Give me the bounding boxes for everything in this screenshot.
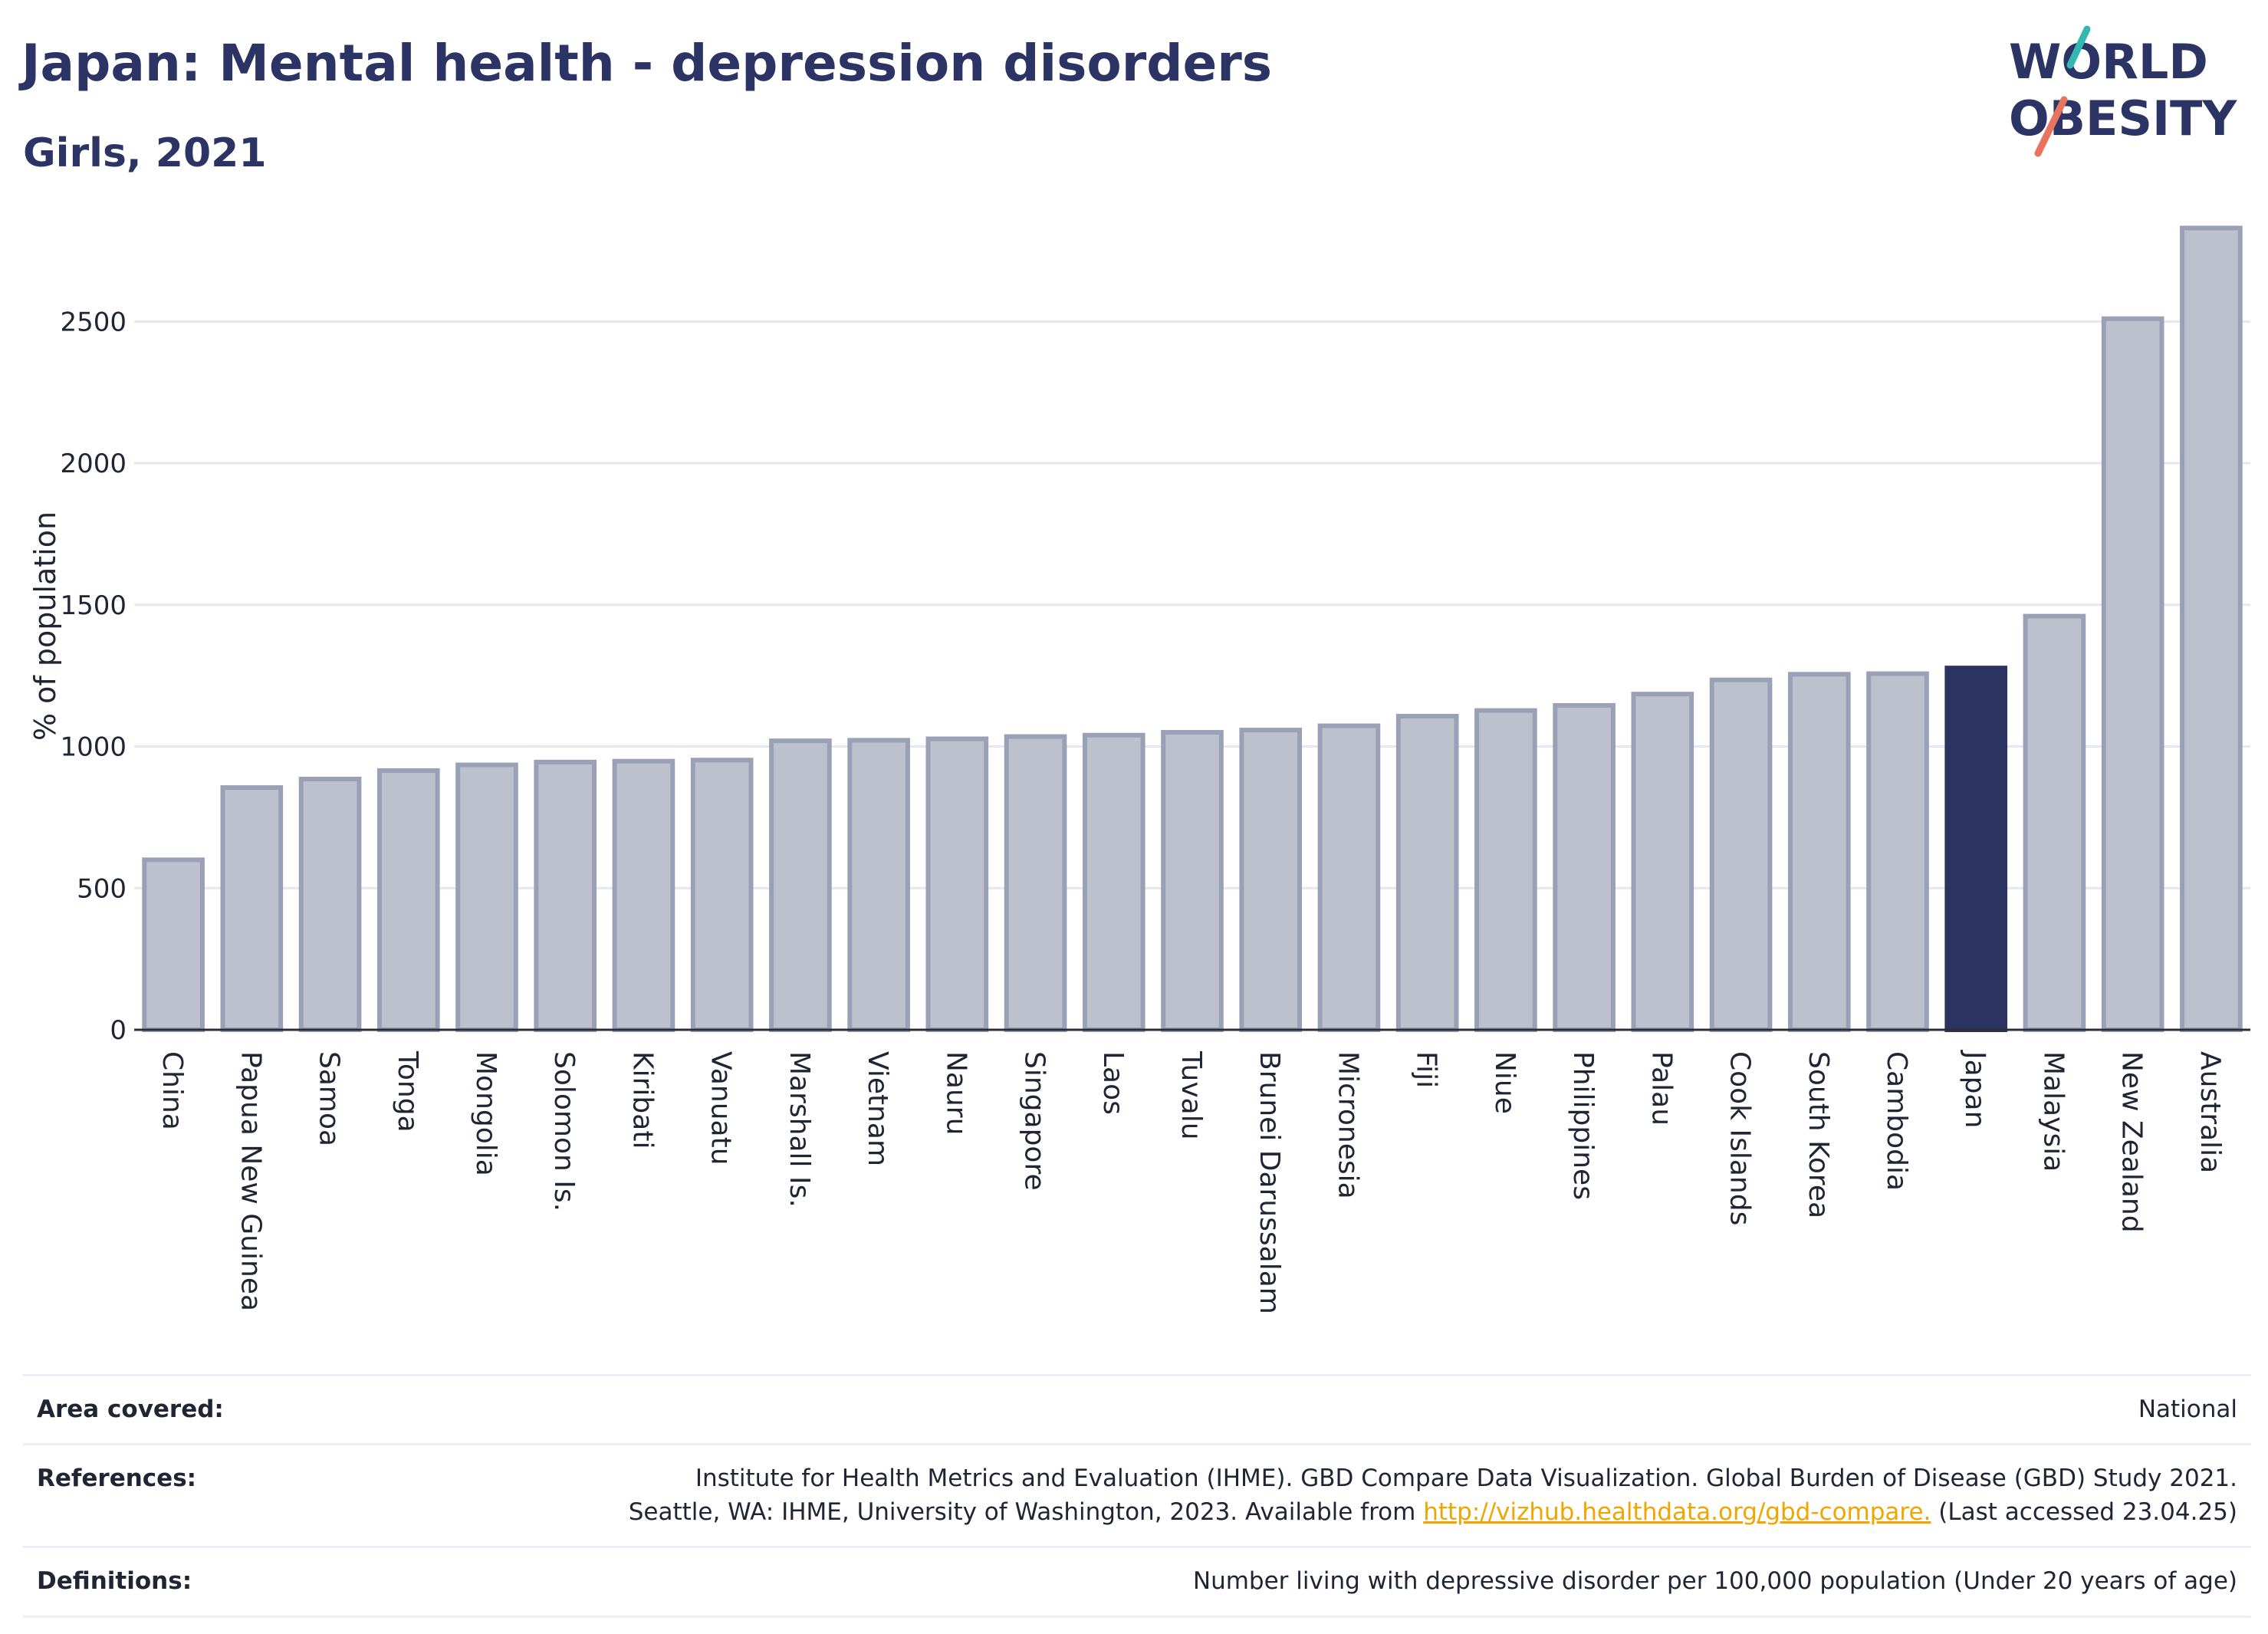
x-tick-label: Mongolia [470, 1051, 501, 1176]
bar [1866, 671, 1929, 1032]
y-tick-label: 2000 [60, 449, 127, 479]
bar [925, 736, 989, 1032]
x-tick-label: Marshall Is. [784, 1051, 815, 1208]
bar [1944, 666, 2008, 1033]
bar [1553, 702, 1616, 1032]
bar [769, 738, 832, 1032]
x-tick-label: Papua New Guinea [235, 1051, 266, 1311]
bar [1082, 732, 1146, 1032]
bar [142, 857, 205, 1032]
x-tick-label: Singapore [1019, 1051, 1050, 1191]
chart-title: Japan: Mental health - depression disord… [21, 34, 1273, 93]
x-tick-label: Brunei Darussalam [1254, 1051, 1285, 1314]
y-tick-label: 2500 [60, 307, 127, 337]
x-tick-label: Micronesia [1332, 1051, 1363, 1199]
x-tick-label: New Zealand [2116, 1051, 2148, 1233]
x-tick-label: Nauru [940, 1051, 971, 1135]
x-tick-label: Philippines [1567, 1051, 1599, 1200]
references-line1: Institute for Health Metrics and Evaluat… [695, 1465, 2237, 1493]
x-tick-label: Palau [1645, 1051, 1677, 1126]
x-tick-label: Vietnam [862, 1051, 893, 1166]
bar [1317, 723, 1381, 1032]
references-line2-post: (Last accessed 23.04.25) [1931, 1498, 2237, 1526]
logo-slash-red [2034, 96, 2068, 157]
y-tick-label: 500 [77, 873, 127, 904]
area-label: Area covered: [37, 1396, 224, 1423]
bar [1631, 692, 1694, 1033]
x-tick-label: Tuvalu [1175, 1050, 1207, 1140]
bar [455, 762, 518, 1032]
area-row: Area covered: National [23, 1375, 2251, 1445]
definitions-value: Number living with depressive disorder p… [1192, 1567, 2237, 1596]
bar [847, 738, 910, 1032]
metadata-table: Area covered: National References: Insti… [23, 1374, 2251, 1618]
references-value: Institute for Health Metrics and Evaluat… [281, 1445, 2251, 1547]
bar [2023, 613, 2086, 1032]
bar [1004, 734, 1067, 1032]
x-tick-label: Cook Islands [1724, 1051, 1756, 1225]
bar [298, 777, 362, 1033]
references-row: References: Institute for Health Metrics… [23, 1444, 2251, 1547]
x-tick-label: Solomon Is. [548, 1051, 580, 1212]
x-tick-label: Kiribati [626, 1051, 658, 1149]
x-tick-label: Malaysia [2037, 1051, 2069, 1172]
bar [690, 758, 754, 1032]
references-label: References: [37, 1465, 197, 1493]
x-tick-label: Laos [1097, 1051, 1129, 1115]
bar [612, 758, 675, 1032]
bar [2180, 225, 2243, 1032]
logo-line1: WORLD [2009, 34, 2208, 90]
references-link[interactable]: http://vizhub.healthdata.org/gbd-compare… [1423, 1498, 1931, 1526]
bar [1395, 713, 1459, 1032]
x-tick-label: Australia [2194, 1051, 2226, 1173]
x-tick-label: Japan [1959, 1050, 1990, 1128]
area-value: National [2138, 1396, 2237, 1423]
x-tick-label: Cambodia [1881, 1051, 1912, 1191]
world-obesity-logo: WORLD OBESITY [2009, 25, 2237, 157]
logo-slash-teal [2066, 25, 2091, 69]
y-axis-title: % of population [28, 511, 62, 741]
bar [1787, 672, 1851, 1033]
bar-chart: 0 500 1000 1500 2000 2500 % of population China… [28, 225, 2250, 1314]
bar [220, 785, 284, 1032]
bar [1474, 708, 1537, 1032]
bar [1239, 728, 1303, 1033]
x-tick-label: Fiji [1411, 1051, 1442, 1088]
definitions-row: Definitions: Number living with depressi… [23, 1547, 2251, 1617]
y-tick-label: 0 [110, 1015, 127, 1046]
x-tick-label: Niue [1489, 1051, 1520, 1114]
bar [1161, 730, 1224, 1032]
definitions-label: Definitions: [37, 1567, 192, 1596]
y-tick-label: 1000 [60, 732, 127, 763]
bar [534, 759, 597, 1032]
chart-subtitle: Girls, 2021 [23, 130, 267, 176]
x-tick-label: China [156, 1051, 188, 1130]
bar [376, 768, 440, 1032]
y-tick-label: 1500 [60, 590, 127, 621]
references-line2-pre: Seattle, WA: IHME, University of Washing… [628, 1498, 1424, 1526]
x-tick-label: South Korea [1803, 1051, 1834, 1218]
bar [2101, 316, 2164, 1033]
x-tick-label: Tonga [392, 1050, 423, 1133]
x-tick-label: Vanuatu [705, 1051, 737, 1165]
bar [1709, 677, 1773, 1032]
x-tick-label: Samoa [314, 1051, 345, 1146]
